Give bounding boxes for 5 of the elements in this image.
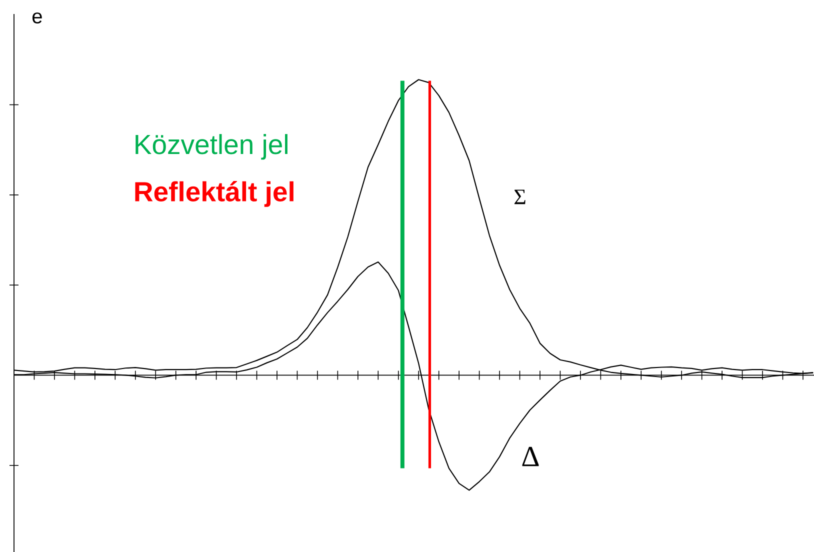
series-label: Σ — [514, 190, 526, 204]
annotation: Közvetlen jel — [136, 134, 288, 160]
series-label: Δ — [522, 446, 539, 466]
y-axis-title: e — [32, 12, 42, 24]
annotation: Reflektált jel — [135, 181, 294, 207]
